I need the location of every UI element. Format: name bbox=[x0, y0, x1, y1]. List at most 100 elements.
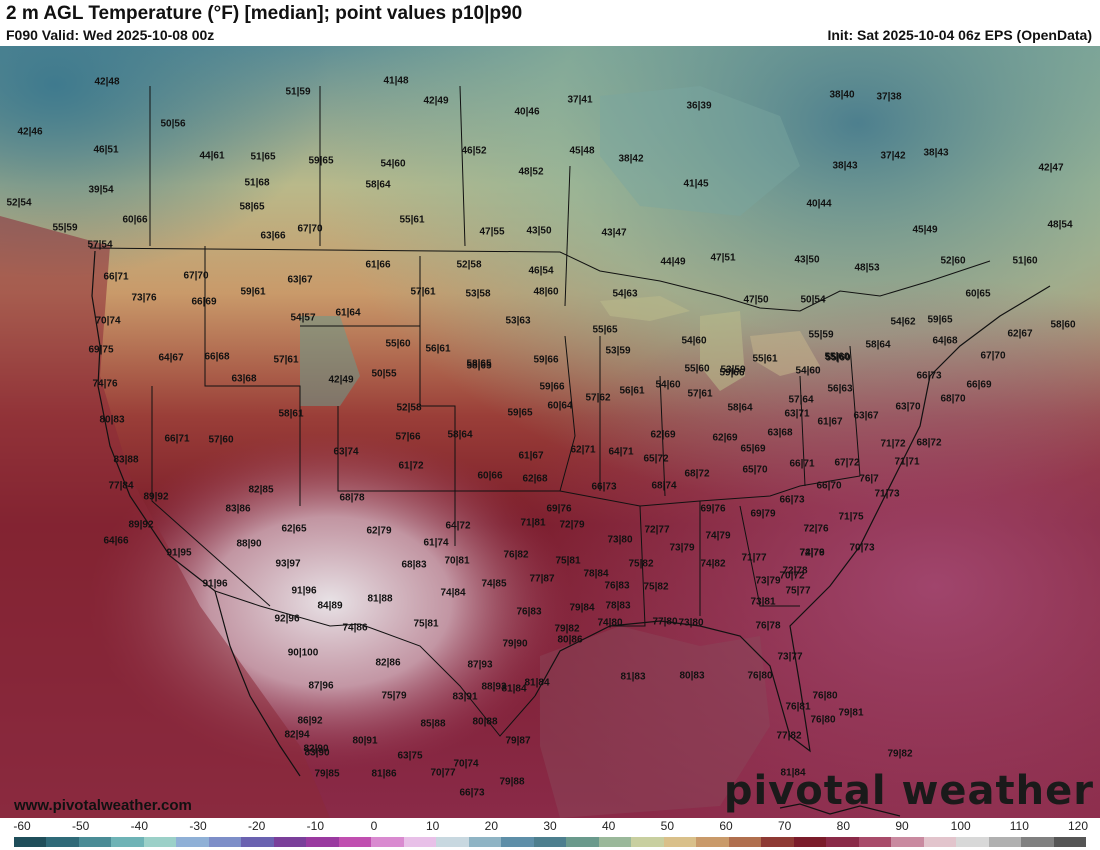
map-title: 2 m AGL Temperature (°F) [median]; point… bbox=[6, 3, 523, 24]
point-value-label: 88|90 bbox=[236, 538, 262, 550]
point-value-label: 57|61 bbox=[410, 286, 436, 298]
color-scale-swatch bbox=[696, 837, 729, 847]
point-value-label: 71|81 bbox=[520, 517, 546, 529]
point-value-label: 52|58 bbox=[396, 402, 422, 414]
point-value-label: 58|60 bbox=[1050, 319, 1076, 331]
point-value-label: 51|65 bbox=[250, 151, 276, 163]
point-value-label: 62|69 bbox=[712, 432, 738, 444]
point-value-label: 79|82 bbox=[887, 748, 913, 760]
point-value-label: 62|79 bbox=[366, 525, 392, 537]
point-value-label: 54|60 bbox=[681, 335, 707, 347]
point-value-label: 80|86 bbox=[557, 634, 583, 646]
point-value-label: 79|82 bbox=[554, 623, 580, 635]
color-scale-swatch bbox=[78, 837, 112, 847]
point-value-label: 50|56 bbox=[160, 118, 186, 130]
point-value-label: 77|80 bbox=[652, 616, 678, 628]
point-value-label: 57|54 bbox=[87, 239, 113, 251]
point-value-label: 66|73 bbox=[779, 494, 805, 506]
point-value-label: 80|91 bbox=[352, 735, 378, 747]
point-value-label: 64|68 bbox=[932, 335, 958, 347]
point-value-label: 42|48 bbox=[94, 76, 120, 88]
point-value-label: 58|64 bbox=[365, 179, 391, 191]
point-value-label: 63|71 bbox=[784, 408, 810, 420]
point-value-label: 75|81 bbox=[413, 618, 439, 630]
point-value-label: 70|81 bbox=[444, 555, 470, 567]
point-value-label: 63|70 bbox=[895, 401, 921, 413]
color-scale-tick: 100 bbox=[950, 819, 971, 833]
point-value-label: 58|61 bbox=[278, 408, 304, 420]
point-value-label: 42|46 bbox=[17, 126, 43, 138]
point-value-label: 69|76 bbox=[700, 503, 726, 515]
point-value-label: 89|92 bbox=[143, 491, 169, 503]
point-value-label: 82|85 bbox=[248, 484, 274, 496]
point-value-label: 42|49 bbox=[423, 95, 449, 107]
point-value-label: 76|7 bbox=[859, 473, 879, 485]
color-scale-swatch bbox=[338, 837, 372, 847]
point-value-label: 53|59 bbox=[720, 364, 746, 376]
color-scale-tick: 10 bbox=[425, 819, 440, 833]
point-value-label: 74|76 bbox=[92, 378, 118, 390]
point-value-label: 58|64 bbox=[865, 339, 891, 351]
point-value-label: 64|67 bbox=[158, 352, 184, 364]
color-scale-swatch bbox=[826, 837, 859, 847]
point-value-label: 59|65 bbox=[308, 155, 334, 167]
point-value-label: 57|60 bbox=[208, 434, 234, 446]
point-value-label: 64|71 bbox=[608, 446, 634, 458]
point-value-label: 60|66 bbox=[477, 470, 503, 482]
color-scale: -60 -50 -40 -30 -20 -10 0 10 20 30 40 50 60 70 80 90 100… bbox=[0, 818, 1100, 850]
point-value-label: 58|65 bbox=[466, 360, 492, 372]
point-value-label: 70|74 bbox=[95, 315, 121, 327]
temperature-map[interactable]: 42|48 50|56 42|46 46|51 39|54 52|54 44|61 51|59… bbox=[0, 46, 1100, 818]
point-value-label: 75|81 bbox=[555, 555, 581, 567]
point-value-label: 77|82 bbox=[776, 730, 802, 742]
point-value-label: 80|88 bbox=[472, 716, 498, 728]
point-value-label: 93|97 bbox=[275, 558, 301, 570]
point-value-label: 54|57 bbox=[290, 312, 316, 324]
color-scale-swatch bbox=[176, 837, 209, 847]
point-value-label: 43|47 bbox=[601, 227, 627, 239]
point-value-label: 72|79 bbox=[559, 519, 585, 531]
point-value-label: 75|79 bbox=[381, 690, 407, 702]
point-value-label: 57|61 bbox=[687, 388, 713, 400]
point-value-label: 63|74 bbox=[333, 446, 359, 458]
point-value-label: 44|49 bbox=[660, 256, 686, 268]
point-value-label: 81|84 bbox=[780, 767, 806, 779]
point-value-label: 60|66 bbox=[122, 214, 148, 226]
point-value-label: 91|96 bbox=[202, 578, 228, 590]
color-scale-swatch bbox=[891, 837, 924, 847]
point-value-label: 51|59 bbox=[285, 86, 311, 98]
point-value-label: 75|82 bbox=[628, 558, 654, 570]
point-value-label: 65|69 bbox=[740, 443, 766, 455]
point-value-label: 62|67 bbox=[1007, 328, 1033, 340]
point-value-label: 59|65 bbox=[927, 314, 953, 326]
color-scale-bar bbox=[14, 837, 1086, 847]
point-value-label: 73|77 bbox=[777, 651, 803, 663]
color-scale-swatch bbox=[956, 837, 989, 847]
color-scale-tick: 120 bbox=[1067, 819, 1089, 833]
point-value-label: 79|84 bbox=[569, 602, 595, 614]
point-value-label: 62|68 bbox=[522, 473, 548, 485]
color-scale-swatch bbox=[1053, 837, 1086, 847]
point-value-label: 85|88 bbox=[420, 718, 446, 730]
point-value-label: 72|78 bbox=[782, 565, 808, 577]
color-scale-tick: 80 bbox=[836, 819, 851, 833]
point-value-label: 56|61 bbox=[425, 343, 451, 355]
point-value-label: 92|96 bbox=[274, 613, 300, 625]
point-value-label: 40|46 bbox=[514, 106, 540, 118]
point-value-label: 76|83 bbox=[604, 580, 630, 592]
point-value-label: 90|100 bbox=[287, 647, 319, 659]
color-scale-swatch bbox=[793, 837, 827, 847]
point-value-label: 79|87 bbox=[505, 735, 531, 747]
point-value-label: 58|64 bbox=[727, 402, 753, 414]
point-value-label: 68|78 bbox=[339, 492, 365, 504]
point-value-label: 59|66 bbox=[539, 381, 565, 393]
point-value-label: 48|60 bbox=[533, 286, 559, 298]
point-value-label: 55|60 bbox=[385, 338, 411, 350]
color-scale-swatch bbox=[858, 837, 892, 847]
point-value-label: 63|75 bbox=[397, 750, 423, 762]
point-value-label: 73|79 bbox=[669, 542, 695, 554]
point-value-label: 38|43 bbox=[923, 147, 949, 159]
point-value-label: 55|65 bbox=[592, 324, 618, 336]
color-scale-swatch bbox=[111, 837, 144, 847]
point-value-label: 68|74 bbox=[651, 480, 677, 492]
